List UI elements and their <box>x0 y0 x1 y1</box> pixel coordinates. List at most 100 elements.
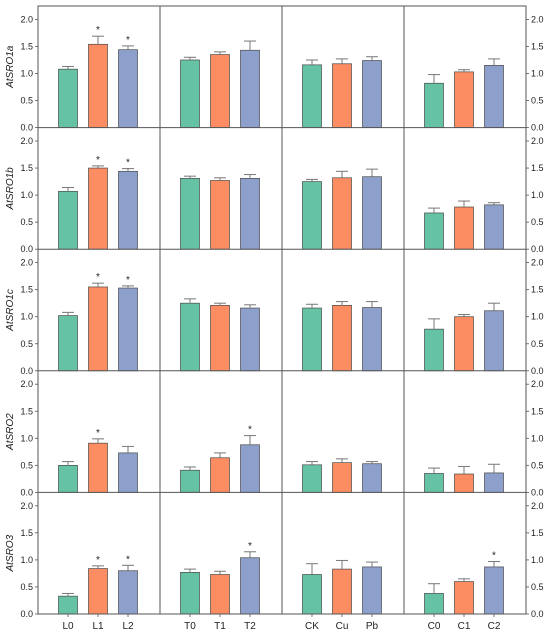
bar <box>424 328 444 372</box>
y-tick-label-right: 1.0 <box>531 433 544 443</box>
bar <box>302 181 322 250</box>
bar <box>484 472 504 493</box>
y-tick-label-left: 0.5 <box>20 96 33 106</box>
y-tick-label-right: 0.0 <box>531 366 544 376</box>
x-category-label: T2 <box>244 621 256 632</box>
bar <box>88 167 108 250</box>
bar <box>210 304 230 372</box>
bar <box>484 204 504 250</box>
y-tick-label-right: 2.0 <box>531 379 544 389</box>
x-category-label: C0 <box>428 621 441 632</box>
bar <box>58 315 78 372</box>
bar <box>424 212 444 250</box>
bar <box>210 457 230 493</box>
bar <box>424 473 444 493</box>
bar <box>362 307 382 372</box>
bar <box>362 60 382 128</box>
significance-mark: * <box>248 541 252 552</box>
gene-label: AtSRO1c <box>5 289 16 332</box>
y-tick-label-right: 0.5 <box>531 217 544 227</box>
y-tick-label-right: 1.5 <box>531 163 544 173</box>
y-tick-label-right: 0.5 <box>531 96 544 106</box>
y-tick-label-right: 0.0 <box>531 123 544 133</box>
y-tick-label-left: 1.0 <box>20 69 33 79</box>
y-tick-label-left: 1.0 <box>20 190 33 200</box>
bar <box>88 43 108 128</box>
bar <box>424 82 444 128</box>
y-tick-label-left: 2.0 <box>20 379 33 389</box>
y-tick-label-right: 2.0 <box>531 258 544 268</box>
y-tick-label-left: 1.5 <box>20 285 33 295</box>
bar <box>332 462 352 493</box>
x-category-label: C1 <box>458 621 471 632</box>
bar <box>240 177 260 250</box>
bar <box>180 469 200 493</box>
x-category-label: T0 <box>184 621 196 632</box>
y-tick-label-left: 2.0 <box>20 501 33 511</box>
y-tick-label-left: 2.0 <box>20 14 33 24</box>
x-category-label: L1 <box>92 621 104 632</box>
bar <box>58 190 78 250</box>
significance-mark: * <box>126 158 130 169</box>
bar <box>180 177 200 250</box>
y-tick-label-left: 0.5 <box>20 339 33 349</box>
y-tick-label-right: 2.0 <box>531 14 544 24</box>
y-tick-label-left: 0.5 <box>20 217 33 227</box>
bar <box>88 286 108 372</box>
bar <box>454 206 474 250</box>
bar <box>484 310 504 372</box>
y-tick-label-left: 1.5 <box>20 41 33 51</box>
bar <box>118 570 138 615</box>
x-category-label: CK <box>305 621 319 632</box>
gene-label: AtSRO3 <box>5 534 16 572</box>
y-tick-label-right: 0.0 <box>531 244 544 254</box>
y-tick-label-right: 1.5 <box>531 528 544 538</box>
y-tick-label-left: 0.5 <box>20 582 33 592</box>
y-tick-label-right: 2.0 <box>531 136 544 146</box>
x-category-label: L2 <box>122 621 134 632</box>
y-tick-label-left: 2.0 <box>20 258 33 268</box>
y-tick-label-left: 0.0 <box>20 244 33 254</box>
bar <box>118 49 138 128</box>
bar <box>484 566 504 615</box>
significance-mark: * <box>96 155 100 166</box>
bar <box>58 465 78 493</box>
significance-mark: * <box>126 35 130 46</box>
y-tick-label-right: 1.0 <box>531 69 544 79</box>
y-tick-label-left: 1.0 <box>20 433 33 443</box>
y-tick-label-left: 1.5 <box>20 406 33 416</box>
bar <box>118 170 138 250</box>
significance-mark: * <box>96 25 100 36</box>
y-tick-label-right: 1.5 <box>531 406 544 416</box>
bar <box>302 464 322 493</box>
bar <box>454 316 474 372</box>
significance-mark: * <box>126 554 130 565</box>
x-category-label: C2 <box>488 621 501 632</box>
bar <box>362 566 382 615</box>
x-category-label: L0 <box>62 621 74 632</box>
bar <box>332 63 352 128</box>
bar <box>454 473 474 493</box>
y-tick-label-left: 1.5 <box>20 528 33 538</box>
bar <box>180 571 200 615</box>
bar <box>58 68 78 128</box>
y-tick-label-left: 1.0 <box>20 555 33 565</box>
bar <box>210 54 230 128</box>
y-tick-label-right: 0.5 <box>531 339 544 349</box>
bar <box>240 444 260 493</box>
bar <box>118 287 138 372</box>
bar <box>88 442 108 493</box>
bar <box>88 568 108 615</box>
gene-label: AtSRO1a <box>5 45 16 89</box>
bar <box>302 574 322 615</box>
bar <box>424 593 444 615</box>
y-tick-label-left: 0.0 <box>20 123 33 133</box>
bar <box>332 568 352 615</box>
y-tick-label-right: 1.5 <box>531 285 544 295</box>
x-category-label: Cu <box>336 621 349 632</box>
x-category-label: T1 <box>214 621 226 632</box>
bar <box>180 302 200 372</box>
y-tick-label-left: 1.5 <box>20 163 33 173</box>
bar <box>484 65 504 128</box>
